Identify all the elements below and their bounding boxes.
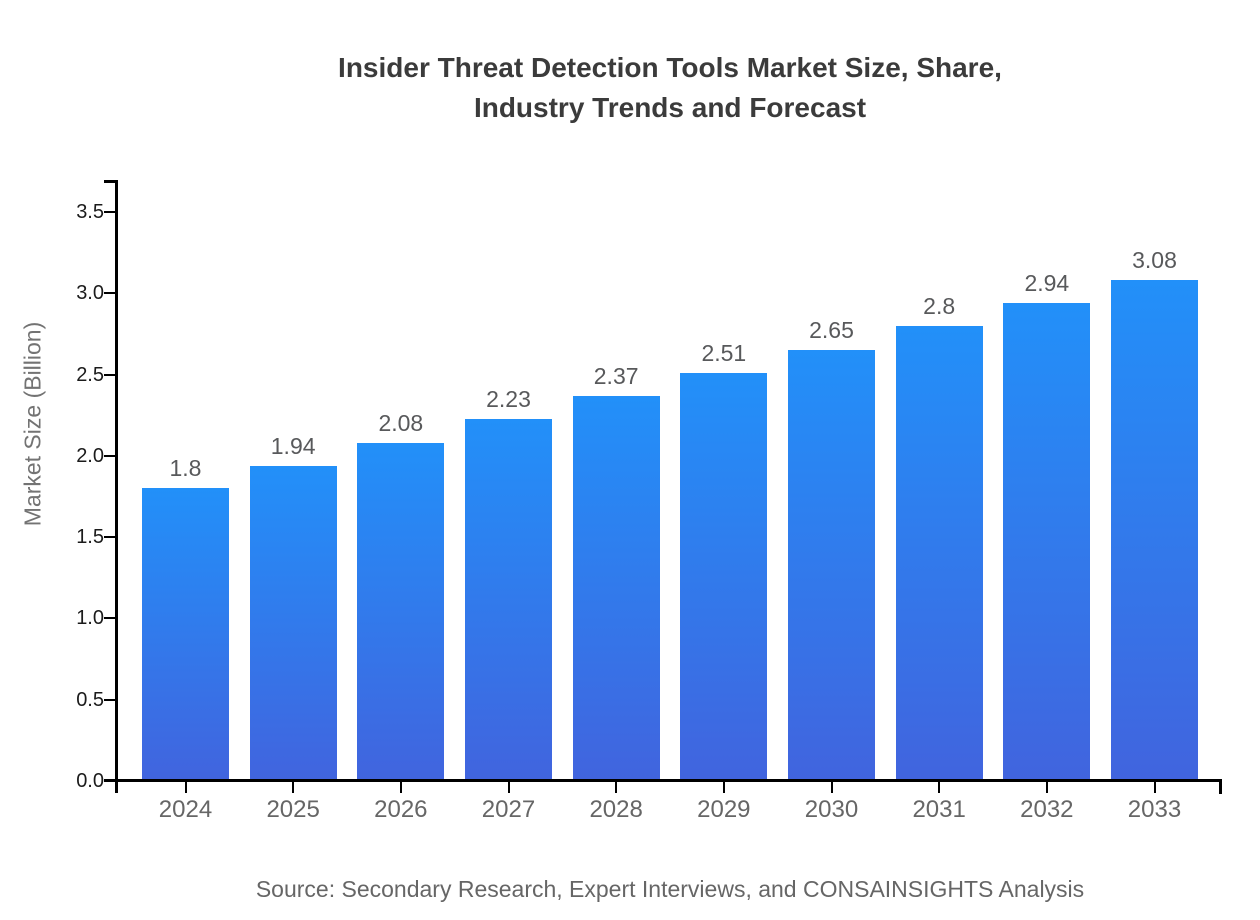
x-axis-tick-2031 xyxy=(938,782,941,793)
x-tick-label-2033: 2033 xyxy=(1127,796,1182,823)
chart-title-line2: Industry Trends and Forecast xyxy=(473,92,867,123)
y-axis-line xyxy=(115,180,118,793)
chart-title-line1: Insider Threat Detection Tools Market Si… xyxy=(338,52,1002,83)
x-axis-tick-2028 xyxy=(615,782,618,793)
x-axis-tick-2024 xyxy=(184,782,187,793)
x-axis-tick-2026 xyxy=(399,782,402,793)
y-axis-tick-3.0 xyxy=(104,292,115,295)
bar-value-label-2027: 2.23 xyxy=(486,385,531,412)
y-tick-label-0.0: 0.0 xyxy=(76,770,104,792)
y-axis-tick-1.5 xyxy=(104,536,115,539)
bar-value-label-2028: 2.37 xyxy=(593,362,639,389)
y-tick-label-2.5: 2.5 xyxy=(76,363,104,386)
bar-value-label-2032: 2.94 xyxy=(1024,270,1070,297)
bar-value-label-2026: 2.08 xyxy=(378,409,424,436)
x-tick-label-2032: 2032 xyxy=(1020,796,1074,823)
bar-2030 xyxy=(788,350,875,781)
x-tick-label-2030: 2030 xyxy=(804,796,859,823)
bar-2027 xyxy=(465,418,552,781)
bar-2025 xyxy=(249,465,337,781)
x-axis-line xyxy=(104,779,1222,782)
bar-value-label-2024: 1.8 xyxy=(169,455,202,482)
y-axis-end-cap xyxy=(104,180,115,183)
x-axis-tick-2027 xyxy=(507,782,510,793)
bar-2026 xyxy=(357,442,445,781)
plot-area: 1.8 2024 1.94 2025 2.08 2026 2.23 2027 2.37 2028 2… xyxy=(76,180,1222,823)
x-tick-label-2025: 2025 xyxy=(266,796,320,823)
x-tick-label-2024: 2024 xyxy=(158,796,213,823)
chart-title: Insider Threat Detection Tools Market Si… xyxy=(78,48,1260,128)
bar-2024 xyxy=(142,488,229,781)
x-axis-tick-2025 xyxy=(292,782,295,793)
bar-value-label-2025: 1.94 xyxy=(270,432,316,459)
bar-2032 xyxy=(1003,303,1091,781)
x-tick-label-2027: 2027 xyxy=(481,796,536,823)
y-axis-tick-1.0 xyxy=(104,617,115,620)
bar-2033 xyxy=(1111,280,1198,781)
x-tick-label-2029: 2029 xyxy=(697,796,751,823)
bar-value-label-2033: 3.08 xyxy=(1132,247,1177,274)
bar-value-label-2029: 2.51 xyxy=(701,339,747,366)
bar-value-label-2031: 2.8 xyxy=(923,292,956,319)
y-tick-label-1.5: 1.5 xyxy=(76,526,104,549)
x-tick-label-2026: 2026 xyxy=(374,796,428,823)
y-tick-label-3.5: 3.5 xyxy=(76,201,104,224)
y-tick-label-0.5: 0.5 xyxy=(76,688,104,711)
x-tick-label-2031: 2031 xyxy=(912,796,966,823)
y-tick-label-2.0: 2.0 xyxy=(76,444,104,467)
source-caption: Source: Secondary Research, Expert Inter… xyxy=(255,876,1085,902)
bar-2031 xyxy=(895,325,983,781)
y-axis-label: Market Size (Billion) xyxy=(19,321,46,527)
x-axis-tick-2033 xyxy=(1153,782,1156,793)
y-axis-tick-0.0 xyxy=(104,780,115,782)
y-axis-tick-0.5 xyxy=(104,698,115,701)
y-tick-label-3.0: 3.0 xyxy=(76,282,104,305)
x-axis-tick-2030 xyxy=(830,782,833,793)
bar-2029 xyxy=(680,372,768,781)
x-axis-tick-2029 xyxy=(722,782,725,793)
y-axis-tick-2.5 xyxy=(104,373,115,376)
y-tick-label-1.0: 1.0 xyxy=(76,607,104,630)
x-axis-tick-2032 xyxy=(1045,782,1048,793)
x-axis-end-cap xyxy=(1219,779,1222,794)
bar-2028 xyxy=(572,395,660,781)
bar-value-label-2030: 2.65 xyxy=(809,317,854,344)
y-axis-tick-3.5 xyxy=(104,211,115,214)
x-tick-label-2028: 2028 xyxy=(589,796,643,823)
y-axis-tick-2.0 xyxy=(104,454,115,457)
